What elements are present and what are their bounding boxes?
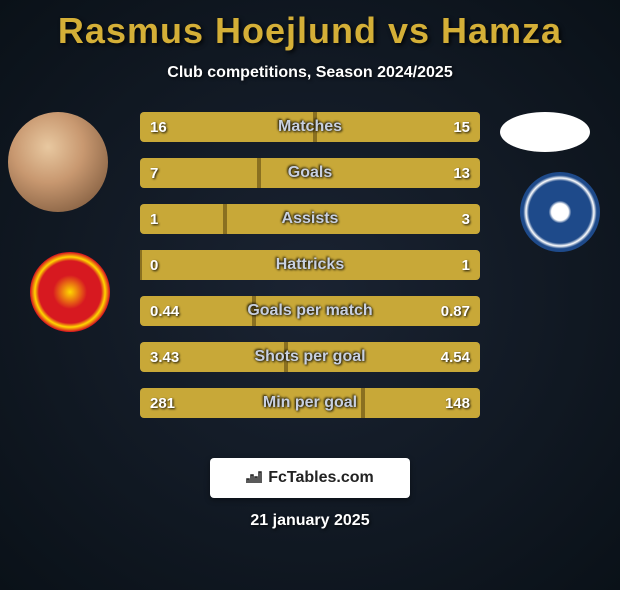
stat-value-right: 15 [453,119,470,136]
stat-value-right: 148 [445,395,470,412]
stat-value-right: 1 [462,257,470,274]
stat-row: 3.43 4.54Shots per goal [140,342,480,372]
stat-value-right: 4.54 [441,349,470,366]
stats-bars: 1615Matches713Goals13Assists01Hattricks0… [140,112,480,434]
stat-label: Assists [140,210,480,228]
stat-label: Matches [140,118,480,136]
stat-value-left: 0 [150,257,158,274]
player-left-avatar [8,112,108,212]
stat-row: 281 148Min per goal [140,388,480,418]
club-badge-right [520,172,600,252]
stat-label: Goals per match [140,302,480,320]
player-right-avatar [500,112,590,152]
comparison-panel: 1615Matches713Goals13Assists01Hattricks0… [0,112,620,452]
stat-label: Goals [140,164,480,182]
stat-value-left: 0.44 [150,303,179,320]
stat-row: 1 3Assists [140,204,480,234]
stat-label: Hattricks [140,256,480,274]
brand-badge: FcTables.com [210,458,410,498]
page-title: Rasmus Hoejlund vs Hamza [0,10,620,52]
club-badge-left [30,252,110,332]
stat-value-left: 1 [150,211,158,228]
stat-row: 16 15Matches [140,112,480,142]
page-subtitle: Club competitions, Season 2024/2025 [0,64,620,82]
stat-row: 0.44 0.87Goals per match [140,296,480,326]
stat-value-left: 281 [150,395,175,412]
brand-text: FcTables.com [268,469,374,487]
stat-label: Shots per goal [140,348,480,366]
stat-value-right: 13 [453,165,470,182]
stat-value-right: 3 [462,211,470,228]
stat-row: 0 1Hattricks [140,250,480,280]
stat-value-left: 3.43 [150,349,179,366]
stat-value-right: 0.87 [441,303,470,320]
chart-icon [246,470,262,487]
stat-row: 7 13Goals [140,158,480,188]
stat-value-left: 16 [150,119,167,136]
stat-label: Min per goal [140,394,480,412]
stat-value-left: 7 [150,165,158,182]
date-label: 21 january 2025 [0,512,620,530]
